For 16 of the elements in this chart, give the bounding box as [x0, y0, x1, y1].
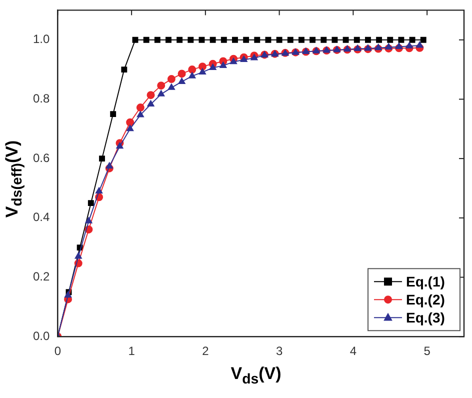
- x-tick-label: 5: [424, 344, 431, 358]
- y-tick-label: 0.2: [32, 270, 50, 284]
- y-tick-label: 0.8: [32, 92, 50, 106]
- x-tick-label: 4: [350, 344, 357, 358]
- x-axis-title: V$_{ds}$(V): [230, 364, 282, 388]
- legend-label: Eq.(1): [406, 273, 445, 290]
- x-tick-label: 1: [128, 344, 136, 358]
- x-tick-label: 3: [276, 344, 283, 358]
- x-tick-label: 2: [202, 344, 210, 358]
- y-tick-label: 0.6: [32, 150, 50, 165]
- legend-label: Eq.(2): [406, 291, 445, 308]
- y-tick-label: 1.0: [32, 32, 50, 46]
- y-tick-label: 0.4: [32, 210, 50, 224]
- y-tick-label: 0.0: [32, 328, 50, 343]
- legend-label: Eq.(3): [406, 309, 445, 326]
- x-tick-label: 0: [54, 344, 62, 358]
